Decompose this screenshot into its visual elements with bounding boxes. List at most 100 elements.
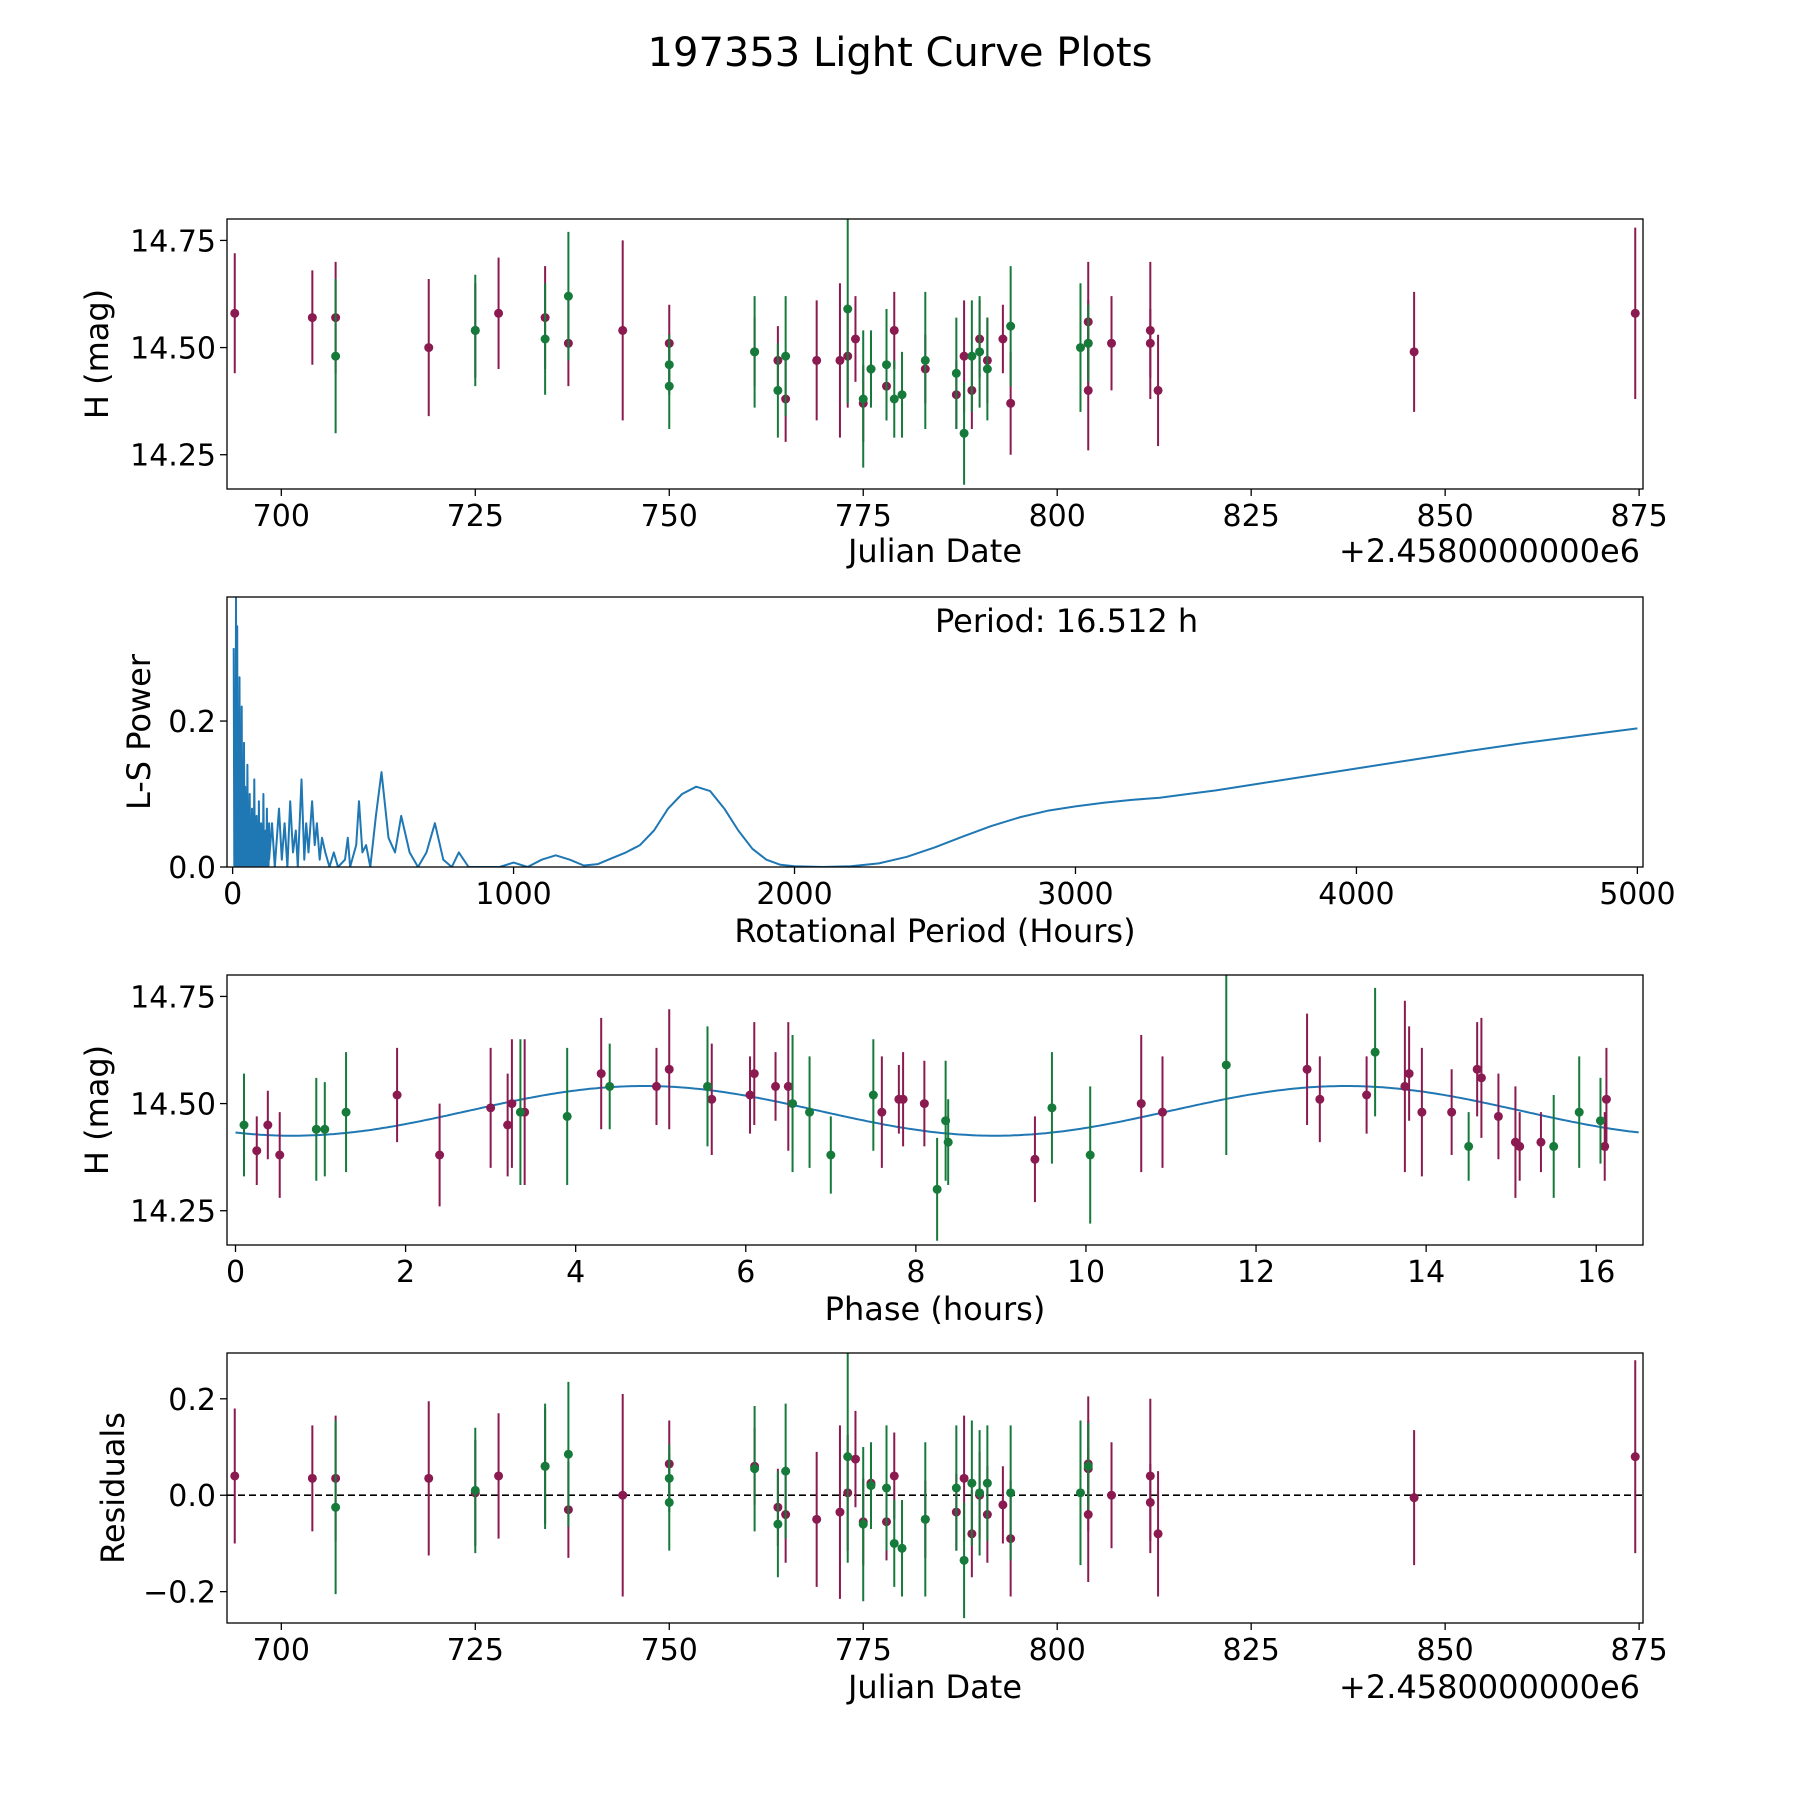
data-point-g [664, 360, 674, 370]
x-tick-label: 16 [1577, 1255, 1615, 1290]
data-point-g [563, 291, 573, 301]
y-tick-label: −0.2 [143, 1576, 216, 1611]
phase-folded-frame [226, 974, 1644, 1246]
x-tick-label: 775 [835, 1633, 892, 1668]
light-curve-offset-label: +2.4580000000e6 [1339, 532, 1640, 570]
x-tick-label: 800 [1029, 1633, 1086, 1668]
data-point-r [1145, 338, 1155, 348]
x-tick-label: 4 [566, 1255, 585, 1290]
data-point-g [239, 1120, 249, 1130]
data-point-g [1574, 1107, 1584, 1117]
x-tick-label: 0 [223, 877, 242, 912]
data-point-r [230, 308, 240, 318]
data-point-r [835, 1507, 845, 1517]
y-tick-label: 14.25 [130, 1195, 216, 1230]
data-point-r [596, 1069, 606, 1079]
x-tick-label: 14 [1407, 1255, 1445, 1290]
data-point-g [1370, 1047, 1380, 1057]
data-point-r [618, 325, 628, 335]
data-point-r [1153, 385, 1163, 395]
data-point-r [1157, 1107, 1167, 1117]
data-point-g [562, 1111, 572, 1121]
periodogram-ylabel: L-S Power [120, 653, 158, 810]
data-point-r [1409, 1493, 1419, 1503]
data-point-r [664, 1064, 674, 1074]
data-point-g [605, 1081, 615, 1091]
data-point-g [967, 1478, 977, 1488]
data-point-r [486, 1103, 496, 1113]
x-tick-label: 10 [1067, 1255, 1105, 1290]
residuals-frame [226, 1352, 1644, 1624]
x-tick-label: 5000 [1599, 877, 1675, 912]
data-point-g [1083, 338, 1093, 348]
data-point-r [503, 1120, 513, 1130]
residuals-offset-label: +2.4580000000e6 [1339, 1668, 1640, 1706]
y-tick-label: 14.25 [130, 439, 216, 474]
data-point-r [1030, 1154, 1040, 1164]
data-point-g [943, 1137, 953, 1147]
data-point-g [975, 1488, 985, 1498]
x-tick-label: 875 [1610, 1633, 1667, 1668]
y-tick-label: 0.0 [168, 851, 216, 886]
data-point-g [563, 1449, 573, 1459]
data-point-g [773, 1519, 783, 1529]
data-point-r [1362, 1090, 1372, 1100]
data-point-r [424, 1473, 434, 1483]
data-point-r [1107, 338, 1117, 348]
data-point-r [898, 1094, 908, 1104]
data-point-r [507, 1099, 517, 1109]
light-curve-xlabel: Julian Date [846, 532, 1022, 570]
light-curve-ticks: 700 725 750 775 800 825 850 875 14.25 14.50 14.75 [130, 224, 1668, 534]
data-point-r [618, 1490, 628, 1500]
light-curve-points [230, 219, 1640, 485]
light-curve-panel: 700 725 750 775 800 825 850 87514.2514.5014.75 … [78, 218, 1668, 570]
data-point-r [919, 1099, 929, 1109]
x-tick-label: 825 [1223, 1633, 1280, 1668]
data-point-g [750, 347, 760, 357]
data-point-r [1400, 1081, 1410, 1091]
data-point-r [263, 1120, 273, 1130]
data-point-r [1476, 1073, 1486, 1083]
data-point-g [470, 325, 480, 335]
x-tick-label: 6 [736, 1255, 755, 1290]
x-tick-label: 775 [835, 499, 892, 534]
data-point-g [331, 351, 341, 361]
data-point-g [897, 390, 907, 400]
data-point-r [1601, 1094, 1611, 1104]
data-point-g [773, 385, 783, 395]
data-point-g [1549, 1141, 1559, 1151]
data-point-r [392, 1090, 402, 1100]
data-point-g [540, 1461, 550, 1471]
fit-curve [235, 1085, 1639, 1137]
data-point-r [252, 1146, 262, 1156]
x-tick-label: 8 [906, 1255, 925, 1290]
x-tick-label: 4000 [1318, 877, 1394, 912]
data-point-g [967, 351, 977, 361]
data-point-r [1006, 398, 1016, 408]
data-point-g [866, 1481, 876, 1491]
x-tick-label: 2 [396, 1255, 415, 1290]
data-point-g [858, 1519, 868, 1529]
data-point-g [843, 304, 853, 314]
x-tick-label: 0 [226, 1255, 245, 1290]
data-point-g [920, 355, 930, 365]
data-point-g [540, 334, 550, 344]
data-point-g [982, 1478, 992, 1488]
data-point-g [1595, 1116, 1605, 1126]
data-point-r [1083, 385, 1093, 395]
data-point-g [982, 364, 992, 374]
residuals-points [227, 1353, 1643, 1619]
data-point-r [889, 1471, 899, 1481]
data-point-r [1515, 1141, 1525, 1151]
data-point-g [932, 1184, 942, 1194]
periodogram-xlabel: Rotational Period (Hours) [734, 912, 1135, 950]
data-point-r [1404, 1069, 1414, 1079]
light-curve-frame [226, 218, 1644, 490]
data-point-g [959, 428, 969, 438]
data-point-g [889, 394, 899, 404]
y-tick-label: 0.2 [168, 705, 216, 740]
data-point-r [1153, 1529, 1163, 1539]
data-point-g [882, 1483, 892, 1493]
data-point-r [651, 1081, 661, 1091]
data-point-r [307, 313, 317, 323]
